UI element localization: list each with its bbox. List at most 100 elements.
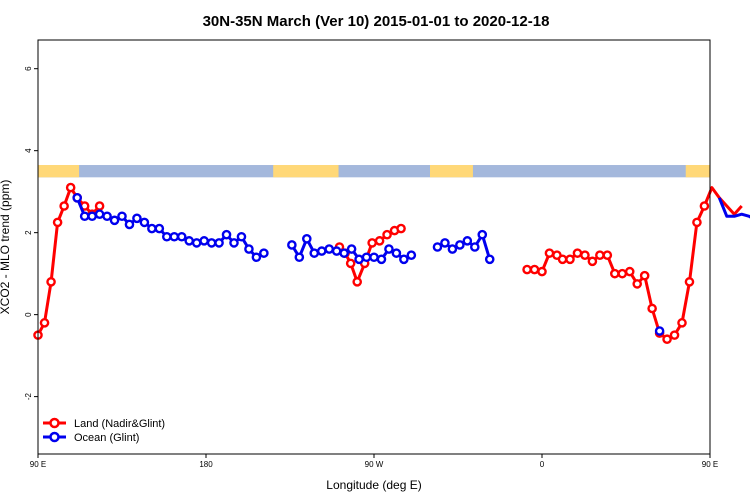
strip-land-segment — [38, 165, 80, 178]
data-point-ocean — [72, 193, 82, 203]
data-point-land — [345, 258, 356, 269]
y-tick-label: 4 — [24, 148, 33, 153]
strip-land-segment — [273, 165, 339, 178]
data-point-land — [46, 277, 56, 287]
data-point-ocean — [184, 236, 194, 246]
land-ocean-strip — [38, 165, 710, 178]
data-point-land — [669, 330, 680, 340]
data-point-ocean — [406, 250, 417, 260]
data-point-land — [587, 256, 598, 267]
data-point-ocean — [251, 252, 262, 263]
data-point-land — [580, 250, 590, 260]
data-point-land — [572, 248, 583, 258]
data-point-land — [396, 223, 406, 234]
data-point-ocean — [354, 254, 364, 265]
data-point-land — [39, 318, 50, 328]
axes: 90 E 180 90 W 0 90 E -2 0 2 4 6 — [24, 66, 718, 469]
legend-marker-land — [49, 417, 60, 429]
data-point-ocean — [79, 211, 90, 222]
data-point-land — [632, 279, 643, 289]
data-point-ocean — [109, 215, 120, 226]
data-point-ocean — [161, 231, 172, 242]
legend: Land (Nadir&Glint) Ocean (Glint) — [43, 417, 165, 444]
data-point-ocean — [309, 248, 320, 258]
data-point-ocean — [462, 236, 473, 246]
x-axis-label: Longitude (deg E) — [326, 478, 421, 492]
data-point-land — [595, 250, 605, 260]
data-point-ocean — [455, 240, 465, 250]
data-point-land — [522, 264, 532, 275]
data-point-land — [537, 266, 547, 277]
data-point-ocean — [339, 248, 349, 258]
data-point-ocean — [236, 231, 247, 242]
x-tick-label: 90 E — [702, 460, 718, 469]
data-point-ocean — [206, 238, 217, 248]
x-tick-label: 0 — [540, 460, 545, 469]
data-point-land — [374, 236, 385, 246]
data-point-ocean — [199, 236, 209, 246]
data-point-ocean — [346, 244, 357, 254]
data-point-land — [662, 334, 672, 345]
data-point-ocean — [191, 238, 202, 248]
series-ocean — [72, 193, 750, 336]
data-point-land — [692, 217, 702, 228]
data-point-land — [367, 238, 377, 248]
data-point-ocean — [87, 211, 97, 222]
data-point-ocean — [369, 252, 379, 263]
data-point-ocean — [376, 254, 387, 265]
data-point-ocean — [301, 234, 312, 244]
data-point-ocean — [469, 242, 480, 252]
data-point-ocean — [432, 242, 443, 252]
data-point-land — [65, 182, 76, 193]
chart-title: 30N-35N March (Ver 10) 2015-01-01 to 202… — [203, 13, 550, 30]
series-line-ocean — [717, 197, 750, 219]
legend-label-ocean: Ocean (Glint) — [74, 432, 139, 444]
data-point-land — [684, 277, 695, 287]
data-point-land — [352, 277, 363, 287]
x-tick-label: 180 — [199, 460, 213, 469]
data-point-ocean — [384, 244, 394, 254]
data-point-ocean — [399, 254, 409, 265]
data-point-ocean — [324, 244, 335, 254]
data-point-land — [699, 201, 710, 211]
y-tick-label: 2 — [24, 230, 33, 235]
data-point-land — [94, 201, 105, 211]
data-point-land — [677, 318, 687, 328]
data-point-land — [557, 254, 568, 265]
legend-label-land: Land (Nadir&Glint) — [74, 418, 165, 430]
data-point-ocean — [214, 238, 224, 248]
data-point-ocean — [139, 217, 150, 228]
data-point-ocean — [147, 223, 157, 234]
data-point-ocean — [294, 252, 305, 263]
series-line-land — [36, 186, 101, 336]
data-point-land — [602, 250, 613, 260]
data-point-ocean — [440, 238, 450, 248]
data-point-ocean — [316, 246, 327, 256]
strip-land-segment — [430, 165, 473, 178]
data-point-land — [529, 264, 540, 275]
data-point-ocean — [477, 229, 488, 240]
data-point-ocean — [484, 254, 495, 265]
data-point-land — [52, 217, 63, 228]
y-tick-label: -2 — [24, 393, 33, 401]
y-axis-label: XCO2 - MLO trend (ppm) — [0, 180, 12, 315]
data-point-ocean — [154, 223, 165, 234]
data-point-ocean — [169, 231, 180, 242]
data-point-land — [624, 266, 635, 277]
y-tick-label: 0 — [24, 312, 33, 317]
data-point-ocean — [102, 211, 112, 222]
data-point-land — [565, 254, 575, 265]
strip-ocean — [38, 165, 710, 178]
y-tick-label: 6 — [24, 66, 33, 71]
data-point-ocean — [361, 252, 372, 263]
data-point-ocean — [221, 229, 232, 240]
data-point-ocean — [176, 231, 187, 242]
data-point-ocean — [287, 240, 297, 250]
data-point-ocean — [124, 219, 135, 230]
data-point-land — [647, 303, 657, 314]
data-point-ocean — [447, 244, 458, 254]
series-layer — [33, 182, 750, 345]
data-point-ocean — [244, 244, 254, 254]
